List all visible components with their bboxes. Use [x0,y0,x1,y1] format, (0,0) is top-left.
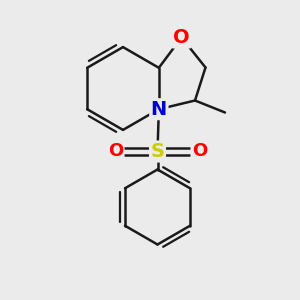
Text: O: O [192,142,207,160]
Text: O: O [108,142,123,160]
Text: S: S [151,142,164,161]
Text: N: N [151,100,167,119]
Text: O: O [173,28,190,47]
